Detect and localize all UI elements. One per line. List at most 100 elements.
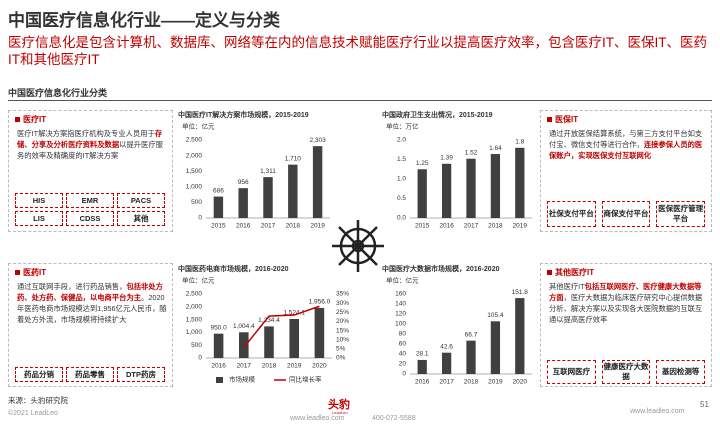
tags: 互联网医疗 健康医疗大数据 基因检测等 (547, 360, 705, 384)
y-tick-label: 1.0 (397, 176, 406, 183)
y-tick-label: 0.0 (397, 215, 406, 222)
bar (314, 307, 325, 358)
panel-title: 医疗IT (15, 114, 46, 125)
tag: PACS (117, 193, 165, 208)
panel-title: 医药IT (15, 267, 46, 278)
y-tick-label: 500 (191, 342, 202, 349)
chart: 中国医疗大数据市场规模，2016-2020 单位：亿元 0 20 40 60 80 100 12… (382, 264, 532, 386)
bar (441, 352, 452, 374)
text: 连接参保人员的医保账户，实现医保支付互联网化 (549, 140, 703, 160)
chart-title: 中国医疗IT解决方案市场规模，2015-2019 (178, 110, 309, 119)
bar (417, 359, 427, 374)
y2-tick-label: 30% (336, 300, 349, 307)
phone: 400-072-5588 (372, 415, 416, 422)
bar (312, 146, 323, 218)
x-tick-label: 2017 (237, 363, 252, 370)
unit-label: 单位：亿元 (182, 122, 215, 131)
y-tick-label: 80 (399, 331, 407, 338)
bar (515, 147, 525, 218)
y-tick-label: 0 (402, 371, 406, 378)
panel-body: 通过互联网手段，进行药品销售，包括非处方药、处方药、保健品，以电商平台为主。20… (17, 281, 167, 325)
value-label: 1.39 (440, 155, 453, 162)
x-tick-label: 2017 (464, 223, 479, 230)
text: 通过开放医保结算系统，与第三方支付平台如支付宝、微信支付等进行合作， (549, 129, 703, 149)
x-tick-label: 2018 (262, 363, 277, 370)
x-tick-label: 2016 (439, 223, 454, 230)
x-tick-label: 2016 (415, 379, 430, 386)
chart: 中国医疗IT解决方案市场规模，2015-2019 单位：亿元 0 500 1,000 1,… (178, 110, 330, 230)
y-tick-label: 2,500 (186, 137, 203, 144)
tags: 药品分销 药品零售 DTP药房 (15, 367, 165, 382)
bar (239, 332, 249, 358)
bar (490, 154, 501, 218)
value-label: 950.0 (210, 324, 227, 331)
subtitle: 医疗信息化是包含计算机、数据库、网络等在内的信息技术赋能医疗行业以提高医疗效率，… (8, 35, 707, 67)
tags: HIS EMR PACS LIS CDSS 其他 (15, 193, 165, 226)
bar (213, 196, 224, 218)
bar (490, 321, 501, 374)
bar (417, 169, 427, 218)
bar (466, 158, 476, 218)
y2-tick-label: 20% (336, 318, 349, 325)
section-title: 中国医疗信息化行业分类 (8, 88, 108, 98)
tag: 基因检测等 (656, 360, 705, 384)
tag: DTP药房 (117, 367, 165, 382)
y-tick-label: 0 (198, 215, 202, 222)
bar (264, 326, 274, 358)
tag: CDSS (66, 211, 114, 226)
copyright: ©2021 LeadLeo (8, 410, 58, 417)
value-label: 2,303 (309, 137, 326, 144)
value-label: 42.6 (440, 343, 453, 350)
x-tick-label: 2019 (287, 363, 302, 370)
unit-label: 单位：亿元 (182, 276, 215, 285)
x-tick-label: 2015 (211, 223, 226, 230)
y-tick-label: 1,000 (186, 184, 203, 191)
logo: 头豹 (328, 399, 350, 411)
bar (263, 177, 273, 218)
x-tick-label: 2019 (513, 223, 528, 230)
chart-title: 中国医药电商市场规模，2016-2020 (178, 264, 289, 273)
bar (289, 318, 299, 358)
tag: 药品零售 (66, 367, 114, 382)
text: 包括互联网医疗、医疗健康大数据等方面 (549, 282, 702, 302)
x-tick-label: 2018 (464, 379, 479, 386)
y2-tick-label: 10% (336, 336, 349, 343)
value-label: 956 (238, 179, 249, 186)
y-tick-label: 1,500 (186, 168, 203, 175)
x-tick-label: 2018 (286, 223, 301, 230)
chart-title: 中国政府卫生支出情况，2015-2019 (382, 110, 493, 119)
y-tick-label: 40 (399, 351, 407, 358)
x-tick-label: 2016 (211, 363, 226, 370)
divider (8, 100, 712, 101)
bar (466, 340, 476, 374)
bar (213, 333, 224, 358)
logo-sub: LeadLeo (332, 410, 348, 415)
helm-icon (332, 220, 384, 272)
tag: LIS (15, 211, 63, 226)
tag: 其他 (117, 211, 165, 226)
x-tick-label: 2019 (488, 379, 503, 386)
y-tick-label: 100 (395, 321, 406, 328)
tags: 社保支付平台 商保支付平台 医保医疗管理平台 (547, 201, 705, 227)
y-tick-label: 2.0 (397, 137, 406, 144)
value-label: 1.64 (489, 145, 502, 152)
value-label: 1,234.4 (258, 317, 280, 324)
y-tick-label: 1,500 (186, 316, 203, 323)
y-tick-label: 120 (395, 311, 406, 318)
y-tick-label: 20 (399, 361, 407, 368)
x-tick-label: 2020 (513, 379, 528, 386)
tag: 互联网医疗 (547, 360, 596, 384)
value-label: 1.8 (515, 139, 524, 146)
y-tick-label: 0.5 (397, 195, 406, 202)
text: 通过互联网手段，进行药品销售， (17, 282, 127, 291)
text: 存储、分享及分析医疗资料及数据 (17, 129, 163, 149)
value-label: 1,524.1 (283, 310, 305, 317)
bar (515, 298, 525, 374)
y-tick-label: 2,500 (186, 291, 203, 298)
chart-title: 中国医疗大数据市场规模，2016-2020 (382, 264, 500, 273)
page-title: 中国医疗信息化行业——定义与分类 (8, 11, 280, 30)
value-label: 1,710 (285, 155, 302, 162)
text: ，医疗大数据为临床医疗研究中心提供数据分析、解决方案以及实现各大医院数据的互联互… (549, 293, 703, 324)
value-label: 1.52 (465, 149, 478, 156)
y-tick-label: 2,000 (186, 152, 203, 159)
